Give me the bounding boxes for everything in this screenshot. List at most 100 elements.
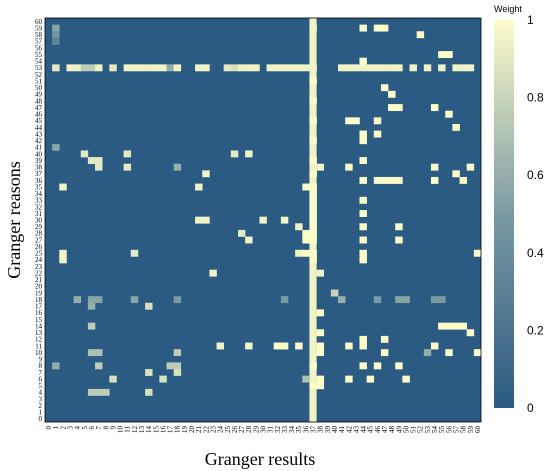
y-tick-label: 29: [35, 223, 43, 231]
heatmap-cell: [87, 349, 96, 357]
heatmap-cell: [388, 64, 396, 72]
x-tick-label: 19: [181, 426, 189, 434]
heatmap-cell: [87, 302, 96, 310]
heatmap-cell: [309, 24, 317, 32]
heatmap-cell: [80, 64, 89, 72]
colorbar-tick-label: 0.6: [527, 168, 544, 182]
heatmap-cell: [395, 104, 403, 112]
heatmap-cell: [202, 64, 210, 72]
heatmap-cell: [359, 176, 367, 184]
heatmap-cell: [445, 349, 453, 357]
y-tick-label: 49: [35, 91, 43, 99]
heatmap-cell: [302, 249, 310, 257]
heatmap-cell: [95, 163, 103, 171]
heatmap-cell: [309, 236, 317, 244]
heatmap-cell: [309, 183, 317, 191]
y-tick-labels: 0123456789101112131415161718192021222324…: [35, 18, 43, 423]
heatmap-cell: [309, 77, 317, 85]
heatmap-cell: [430, 104, 439, 112]
y-tick-label: 14: [35, 322, 43, 330]
x-tick-label: 46: [374, 426, 382, 434]
heatmap-cell: [438, 51, 446, 59]
heatmap-cell: [309, 157, 317, 165]
heatmap-cell: [123, 64, 132, 72]
y-tick-label: 47: [35, 104, 43, 112]
heatmap-cell: [216, 342, 224, 350]
x-tick-label: 26: [231, 426, 239, 434]
colorbar: [494, 20, 514, 408]
heatmap-cell: [59, 256, 67, 264]
x-tick-label: 55: [438, 426, 446, 434]
y-tick-label: 38: [35, 164, 43, 172]
x-tick-label: 58: [460, 426, 468, 434]
heatmap-cell: [52, 31, 60, 39]
y-tick-label: 24: [35, 256, 43, 264]
heatmap-cell: [159, 64, 167, 72]
heatmap-cell: [466, 163, 475, 171]
x-axis-label: Granger results: [205, 449, 315, 469]
heatmap-cell: [295, 223, 303, 231]
colorbar-title: Weight: [494, 4, 522, 14]
heatmap-cell: [359, 130, 367, 138]
heatmap-cell: [309, 64, 317, 72]
x-tick-label: 11: [124, 426, 132, 433]
heatmap-cell: [223, 64, 232, 72]
y-tick-label: 0: [39, 415, 43, 423]
x-tick-label: 40: [331, 426, 339, 434]
heatmap-cell: [130, 249, 139, 257]
heatmap-cell: [245, 150, 253, 158]
y-tick-label: 26: [35, 243, 43, 251]
heatmap-cell: [87, 64, 96, 72]
heatmap-cell: [438, 64, 446, 72]
heatmap-cell: [395, 236, 403, 244]
x-tick-label: 12: [131, 426, 139, 434]
heatmap-cell: [445, 110, 453, 118]
heatmap-cell: [388, 104, 396, 112]
heatmap-cell: [380, 176, 389, 184]
heatmap-cell: [395, 64, 403, 72]
heatmap-cell: [52, 143, 60, 151]
x-tick-label: 17: [167, 426, 175, 434]
heatmap-cell: [166, 64, 174, 72]
heatmap-cell: [452, 170, 460, 178]
heatmap-cell: [280, 216, 289, 224]
heatmap-cell: [195, 183, 203, 191]
colorbar-tick-label: 0: [527, 401, 534, 415]
y-tick-label: 53: [35, 64, 43, 72]
heatmap-cell: [237, 229, 246, 237]
heatmap-cell: [123, 150, 132, 158]
heatmap-cell: [159, 375, 167, 383]
x-tick-label: 51: [410, 426, 418, 434]
heatmap-cell: [173, 349, 182, 357]
x-tick-label: 43: [352, 426, 360, 434]
y-tick-label: 18: [35, 296, 43, 304]
heatmap-cell: [87, 322, 96, 330]
x-tick-label: 3: [67, 426, 75, 430]
heatmap-cell: [173, 362, 182, 370]
heatmap-cell: [395, 296, 403, 304]
x-tick-label: 5: [81, 426, 89, 430]
heatmap-cell: [273, 64, 282, 72]
x-tick-label: 50: [402, 426, 410, 434]
y-tick-label: 32: [35, 203, 43, 211]
y-tick-label: 31: [35, 210, 43, 218]
x-tick-label: 0: [45, 426, 53, 430]
heatmap-cell: [73, 64, 82, 72]
heatmap-cell: [402, 375, 410, 383]
heatmap-cell: [52, 64, 60, 72]
y-tick-label: 48: [35, 97, 43, 105]
x-tick-labels: 0 1 2 3 4 5 6 7 8 9 10 11 12 13 14 15 16 17 18 19 20 21 22 23 24…: [45, 426, 482, 434]
heatmap-cell: [438, 322, 446, 330]
heatmap-cell: [137, 64, 146, 72]
y-tick-label: 11: [35, 342, 42, 350]
heatmap-cell: [316, 163, 325, 171]
y-tick-label: 54: [35, 58, 43, 66]
heatmap-cell: [288, 64, 296, 72]
heatmap-cell: [345, 64, 353, 72]
heatmap-cell: [302, 229, 310, 237]
heatmap-cell: [87, 157, 96, 165]
y-tick-label: 42: [35, 137, 43, 145]
heatmap-cell: [445, 51, 453, 59]
heatmap-cell: [252, 64, 260, 72]
heatmap-cell: [173, 64, 182, 72]
